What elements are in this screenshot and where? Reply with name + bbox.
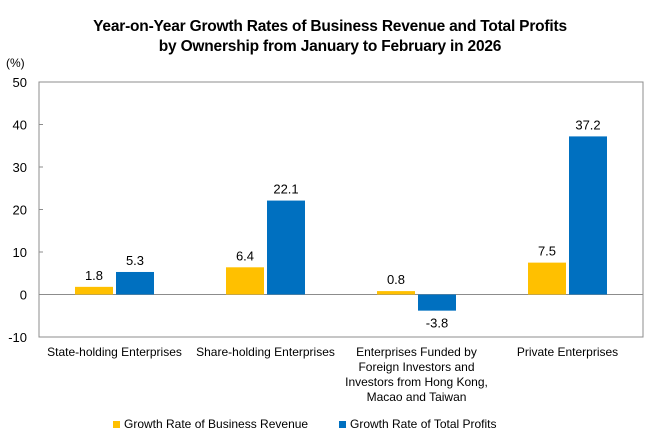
data-label-profits: 37.2 xyxy=(575,117,600,132)
y-tick-label: -10 xyxy=(8,330,27,345)
bar-revenue xyxy=(528,262,566,295)
bar-revenue xyxy=(75,286,113,295)
category-label-line: Private Enterprises xyxy=(516,345,619,359)
data-label-revenue: 0.8 xyxy=(387,272,405,287)
category-label: State-holding Enterprises xyxy=(25,345,205,360)
y-axis-unit-label: (%) xyxy=(6,56,25,70)
y-tick-label: 30 xyxy=(13,160,27,175)
plot-area-border xyxy=(38,81,644,338)
data-label-revenue: 7.5 xyxy=(538,244,556,259)
category-label-line: State-holding Enterprises xyxy=(47,345,182,359)
legend-label-revenue: Growth Rate of Business Revenue xyxy=(124,417,309,431)
data-label-profits: 22.1 xyxy=(273,182,298,197)
bar-profits xyxy=(569,136,607,295)
y-tick-label: 40 xyxy=(13,118,27,133)
category-label-line: Macao and Taiwan xyxy=(366,390,467,404)
chart-title: Year-on-Year Growth Rates of Business Re… xyxy=(0,17,660,57)
legend-label-profits: Growth Rate of Total Profits xyxy=(350,417,497,431)
legend-item-revenue: Growth Rate of Business Revenue xyxy=(113,417,308,431)
y-tick-label: 20 xyxy=(13,203,27,218)
y-tick-label: 10 xyxy=(13,245,27,260)
category-label-line: Investors from Hong Kong, xyxy=(345,375,488,389)
chart-title-line-1: Year-on-Year Growth Rates of Business Re… xyxy=(93,18,567,35)
data-label-revenue: 6.4 xyxy=(236,248,254,263)
category-label: Enterprises Funded by Foreign Investors a… xyxy=(327,345,507,405)
bar-profits xyxy=(267,200,305,295)
y-tick-label: 50 xyxy=(13,75,27,90)
category-label: Share-holding Enterprises xyxy=(176,345,356,360)
chart-title-line-2: by Ownership from January to February in… xyxy=(158,38,502,55)
bar-revenue xyxy=(377,291,415,295)
bar-profits xyxy=(418,294,456,311)
bar-revenue xyxy=(226,267,264,295)
data-label-profits: 5.3 xyxy=(126,253,144,268)
legend-swatch-revenue xyxy=(113,420,120,428)
category-label-line: Enterprises Funded by xyxy=(356,345,477,359)
legend-item-profits: Growth Rate of Total Profits xyxy=(339,417,497,431)
category-label-line: Foreign Investors and xyxy=(358,360,475,374)
category-label-line: Share-holding Enterprises xyxy=(196,345,335,359)
data-label-revenue: 1.8 xyxy=(85,268,103,283)
y-tick-label: 0 xyxy=(20,288,27,303)
legend-swatch-profits xyxy=(339,420,346,428)
category-label: Private Enterprises xyxy=(478,345,658,360)
data-label-profits: -3.8 xyxy=(426,316,448,331)
bar-profits xyxy=(116,271,154,295)
